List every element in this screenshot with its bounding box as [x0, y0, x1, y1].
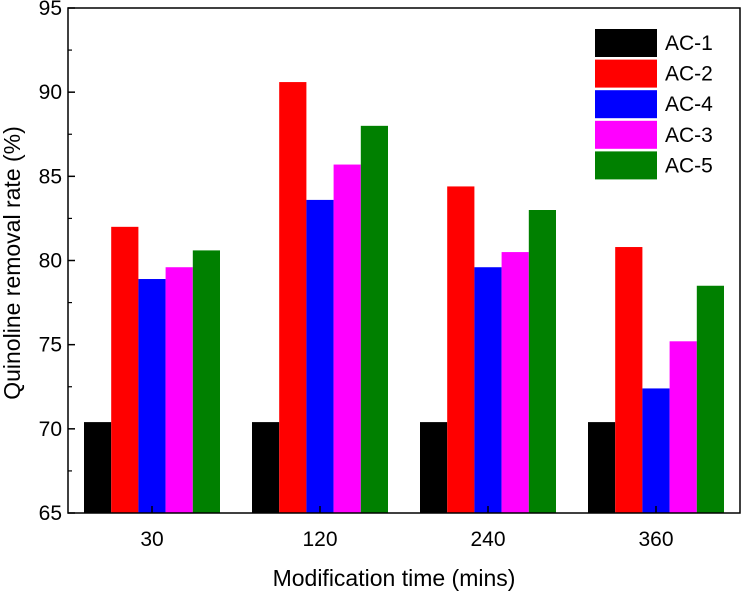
- bar-ac-5-30: [192, 250, 220, 513]
- y-tick-label: 95: [39, 0, 62, 20]
- y-tick-label: 90: [39, 81, 62, 104]
- legend-swatch-ac-2: [595, 59, 657, 88]
- y-tick-label: 80: [39, 250, 62, 273]
- bar-ac-1-120: [252, 422, 280, 513]
- bar-ac-3-120: [333, 164, 361, 514]
- legend-label-ac-4: AC-4: [665, 93, 713, 116]
- x-tick-label: 240: [470, 528, 505, 551]
- x-axis-title: Modification time (mins): [273, 565, 516, 591]
- y-tick-label: 70: [39, 418, 62, 441]
- y-axis-title: Quinoline removal rate (%): [0, 126, 25, 400]
- bar-ac-5-120: [360, 125, 388, 513]
- legend-label-ac-5: AC-5: [665, 154, 713, 177]
- bar-ac-3-240: [501, 252, 529, 513]
- x-tick-label: 30: [140, 528, 163, 551]
- legend-label-ac-1: AC-1: [665, 32, 713, 55]
- legend-swatch-ac-1: [595, 29, 657, 57]
- bar-ac-2-360: [615, 247, 643, 513]
- ticks-group: 65 70 75 80 85 90 95 30 120 240 360: [39, 0, 674, 551]
- legend-label-ac-2: AC-2: [665, 63, 713, 86]
- bar-ac-3-360: [669, 341, 697, 513]
- bar-ac-4-30: [138, 279, 166, 513]
- x-tick-label: 120: [302, 528, 337, 551]
- bar-ac-2-240: [447, 186, 475, 513]
- bar-ac-4-120: [306, 199, 334, 513]
- legend-label-ac-3: AC-3: [665, 124, 713, 147]
- bar-ac-4-360: [642, 388, 670, 513]
- legend-swatch-ac-5: [595, 151, 657, 180]
- bar-ac-1-30: [84, 422, 112, 513]
- bar-ac-1-240: [420, 422, 448, 513]
- bars-group: [84, 82, 724, 514]
- legend: AC-1 AC-2 AC-4 AC-3 AC-5: [595, 29, 713, 180]
- bar-ac-2-120: [279, 82, 307, 513]
- bar-ac-1-360: [588, 422, 616, 513]
- y-tick-label: 65: [39, 502, 62, 525]
- y-tick-label: 85: [39, 165, 62, 188]
- x-tick-label: 360: [638, 528, 673, 551]
- bar-ac-3-30: [165, 267, 193, 513]
- bar-ac-2-30: [111, 226, 139, 513]
- y-tick-label: 75: [39, 334, 62, 357]
- bar-ac-5-360: [696, 285, 724, 513]
- legend-swatch-ac-3: [595, 120, 657, 149]
- bar-ac-5-240: [528, 210, 556, 513]
- bar-ac-4-240: [474, 267, 502, 513]
- legend-swatch-ac-4: [595, 90, 657, 119]
